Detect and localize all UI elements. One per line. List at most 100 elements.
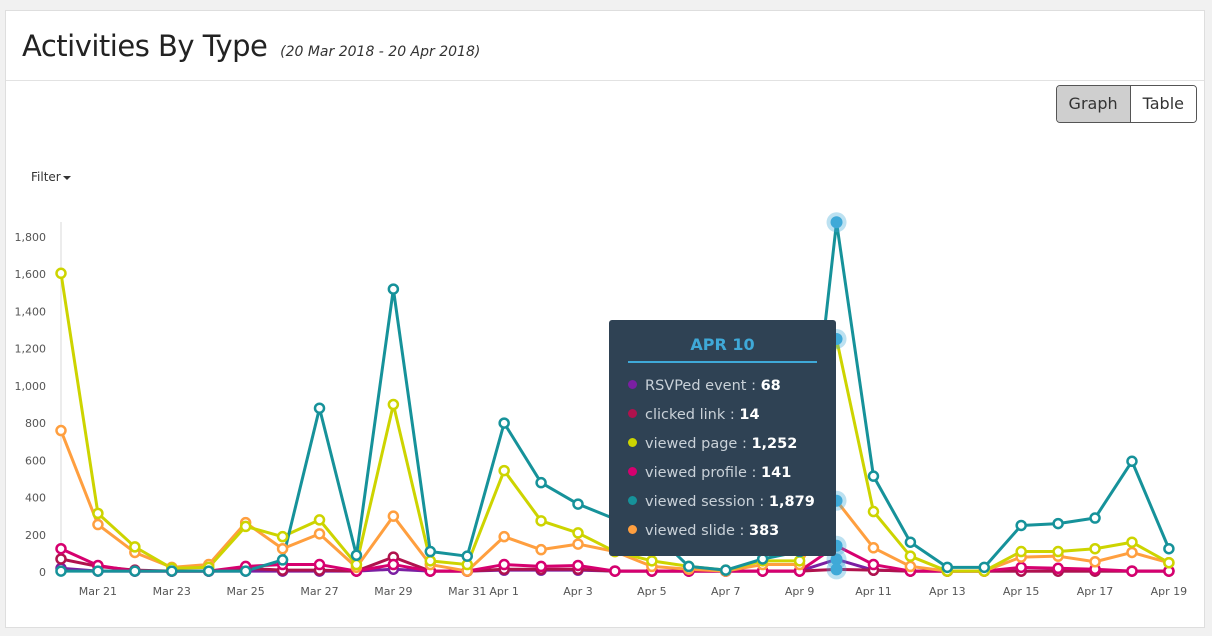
data-point xyxy=(166,565,178,577)
data-point xyxy=(941,561,954,574)
tooltip-label: RSVPed event xyxy=(645,378,747,394)
data-point xyxy=(904,550,917,562)
x-tick-label: Apr 1 xyxy=(489,585,519,598)
data-point xyxy=(719,564,732,576)
x-tick-label: Apr 13 xyxy=(929,585,966,598)
data-point xyxy=(350,549,363,561)
data-point xyxy=(461,550,473,562)
data-point xyxy=(387,558,400,571)
filter-dropdown[interactable]: Filter xyxy=(31,170,71,184)
legend-dot-icon xyxy=(628,525,637,534)
data-point xyxy=(498,558,510,571)
data-point xyxy=(646,555,658,567)
data-point xyxy=(1052,517,1064,530)
tooltip-value: 1,252 xyxy=(751,436,798,452)
chart-tooltip: APR 10 RSVPed event : 68 clicked link : 1… xyxy=(609,320,836,556)
tooltip-separator: : xyxy=(725,407,740,423)
data-point xyxy=(1015,545,1027,558)
y-tick-label: 800 xyxy=(25,417,46,430)
x-tick-label: Mar 21 xyxy=(79,585,117,598)
data-point xyxy=(387,398,400,411)
legend-dot-icon xyxy=(628,438,637,447)
data-point xyxy=(1015,561,1027,574)
y-tick-label: 1,400 xyxy=(15,305,47,318)
tooltip-row: clicked link : 14 xyxy=(628,407,831,436)
data-point xyxy=(1052,545,1064,558)
legend-dot-icon xyxy=(628,409,637,418)
tooltip-label: viewed profile xyxy=(645,465,747,481)
data-point xyxy=(498,464,510,477)
y-tick-label: 400 xyxy=(25,492,46,505)
data-point xyxy=(535,560,547,573)
date-range: (20 Mar 2018 - 20 Apr 2018) xyxy=(280,44,481,60)
y-tick-label: 200 xyxy=(25,529,46,542)
y-tick-label: 0 xyxy=(39,566,46,579)
panel-header: Activities By Type (20 Mar 2018 - 20 Apr… xyxy=(6,11,1204,81)
data-point xyxy=(129,541,141,553)
data-point xyxy=(904,536,917,548)
data-point xyxy=(867,542,880,554)
tooltip-rows: RSVPed event : 68 clicked link : 14 viewed… xyxy=(628,378,831,552)
data-point xyxy=(55,542,67,555)
table-button[interactable]: Table xyxy=(1130,86,1196,122)
x-tick-label: Apr 11 xyxy=(855,585,892,598)
data-point xyxy=(535,543,547,556)
tooltip-label: viewed session xyxy=(645,494,755,510)
tooltip-row: viewed session : 1,879 xyxy=(628,494,831,523)
data-point xyxy=(867,470,880,482)
data-point xyxy=(387,283,400,295)
data-point xyxy=(313,558,326,571)
x-tick-label: Mar 23 xyxy=(153,585,191,598)
data-point xyxy=(55,267,67,280)
data-point xyxy=(424,545,437,558)
tooltip-title: APR 10 xyxy=(690,335,755,354)
data-point xyxy=(55,565,67,577)
data-point xyxy=(1163,556,1175,569)
data-point xyxy=(1015,519,1027,532)
data-point xyxy=(55,424,67,437)
legend-dot-icon xyxy=(628,380,637,389)
title-text: Activities By Type xyxy=(22,29,268,63)
data-point xyxy=(1089,556,1101,568)
x-tick-label: Mar 29 xyxy=(374,585,412,598)
data-point xyxy=(92,518,104,531)
x-tick-label: Apr 3 xyxy=(563,585,593,598)
data-point xyxy=(1089,542,1101,555)
y-tick-label: 600 xyxy=(25,454,46,467)
tooltip-separator: : xyxy=(734,523,749,539)
highlight-point xyxy=(830,563,843,576)
data-point xyxy=(572,498,584,510)
x-tick-label: Apr 9 xyxy=(785,585,815,598)
tooltip-label: viewed slide xyxy=(645,523,735,539)
caret-down-icon xyxy=(62,175,71,180)
data-point xyxy=(1089,512,1101,524)
data-point xyxy=(535,476,547,489)
tooltip-value: 383 xyxy=(748,523,780,539)
y-tick-label: 1,200 xyxy=(15,343,47,356)
data-point xyxy=(129,565,141,577)
data-point xyxy=(239,565,252,577)
y-tick-label: 1,000 xyxy=(15,380,47,393)
x-tick-label: Mar 31 xyxy=(448,585,486,598)
y-tick-label: 1,600 xyxy=(15,268,47,281)
data-point xyxy=(498,417,510,429)
data-point xyxy=(572,559,584,572)
filter-label: Filter xyxy=(31,170,61,184)
data-point xyxy=(904,560,917,573)
x-tick-label: Apr 7 xyxy=(711,585,741,598)
data-point xyxy=(867,505,880,518)
graph-button[interactable]: Graph xyxy=(1056,86,1131,122)
data-point xyxy=(92,565,104,577)
highlight-point xyxy=(830,216,843,229)
x-tick-label: Apr 5 xyxy=(637,585,667,598)
activities-panel: Activities By Type (20 Mar 2018 - 20 Apr… xyxy=(5,10,1205,628)
tooltip-row: viewed profile : 141 xyxy=(628,465,831,494)
tooltip-value: 1,879 xyxy=(768,494,815,510)
data-point xyxy=(1126,455,1138,468)
highlight-point xyxy=(830,553,843,566)
x-tick-label: Apr 15 xyxy=(1003,585,1040,598)
tooltip-separator: : xyxy=(746,465,762,481)
data-point xyxy=(609,565,621,577)
x-tick-label: Mar 27 xyxy=(300,585,338,598)
tooltip-value: 14 xyxy=(739,407,760,423)
